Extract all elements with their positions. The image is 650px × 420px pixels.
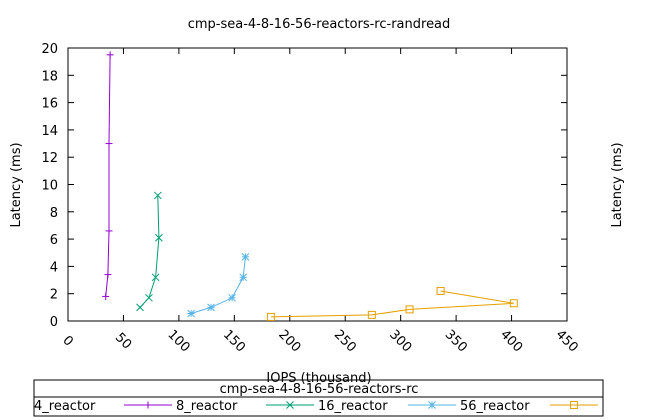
- legend-label: 16_reactor: [318, 399, 388, 414]
- legend-item-16_reactor: 16_reactor: [318, 399, 456, 414]
- data-point: [367, 310, 376, 319]
- data-point: [436, 286, 445, 295]
- y-tick-label: 18: [41, 69, 58, 84]
- data-point: [106, 51, 114, 59]
- series-16_reactor: [187, 252, 250, 318]
- data-point: [145, 293, 153, 302]
- data-point: [428, 401, 436, 409]
- y-axis-label: Latency (ms): [9, 142, 24, 227]
- series-4_reactor: [102, 51, 114, 300]
- y-tick-label: 8: [50, 206, 58, 221]
- y-tick-label: 2: [50, 288, 58, 303]
- series-line: [270, 290, 514, 318]
- data-point: [239, 273, 248, 282]
- data-point: [207, 303, 215, 312]
- legend-label: 4_reactor: [34, 399, 96, 414]
- legend-item-8_reactor: 8_reactor: [176, 399, 314, 414]
- data-point: [286, 401, 294, 409]
- x-tick-label: 200: [275, 327, 303, 355]
- data-point: [228, 293, 236, 302]
- data-point: [266, 312, 275, 321]
- y-tick-label: 0: [50, 315, 58, 330]
- data-point: [187, 309, 195, 318]
- x-tick-label: 300: [386, 327, 414, 355]
- y-tick-label: 20: [41, 42, 58, 57]
- x-tick-label: 50: [112, 330, 134, 352]
- data-point: [151, 273, 160, 282]
- y-tick-label: 14: [41, 124, 58, 139]
- y-tick-label: 16: [41, 97, 58, 112]
- series-line: [139, 195, 160, 308]
- legend-label: 8_reactor: [176, 399, 238, 414]
- series-line: [190, 256, 246, 314]
- x-tick-label: 0: [59, 333, 75, 349]
- series-line: [105, 54, 111, 297]
- data-point: [570, 401, 578, 409]
- legend: cmp-sea-4-8-16-56-reactors-rc 4_reactor 8…: [33, 379, 604, 417]
- legend-label: 56_reactor: [460, 399, 530, 414]
- y-tick-label: 6: [50, 233, 58, 248]
- legend-item-56_reactor: 56_reactor: [460, 399, 598, 414]
- data-point: [102, 292, 110, 300]
- x-tick-label: 150: [220, 327, 248, 355]
- legend-items: 4_reactor 8_reactor 16_reactor 56_reactor: [34, 399, 598, 414]
- y-tick-label: 10: [41, 179, 58, 194]
- data-point: [153, 191, 162, 200]
- data-point: [405, 305, 414, 314]
- data-point: [144, 401, 152, 409]
- series-8_reactor: [136, 191, 163, 312]
- series-layer: [102, 51, 518, 321]
- plot-frame: [67, 47, 568, 322]
- x-tick-label: 100: [164, 327, 192, 355]
- x-tick-label: 250: [331, 327, 359, 355]
- data-point: [155, 233, 163, 242]
- x-axis-label: IOPS (thousand): [266, 371, 371, 386]
- data-point: [241, 252, 250, 261]
- chart-title: cmp-sea-4-8-16-56-reactors-rc-randread: [188, 17, 451, 32]
- data-point: [104, 271, 112, 279]
- x-tick-label: 450: [553, 327, 581, 355]
- legend-title: cmp-sea-4-8-16-56-reactors-rc: [220, 382, 419, 397]
- x-tick-label: 350: [442, 327, 470, 355]
- x-tick-label: 400: [497, 327, 525, 355]
- series-56_reactor: [266, 286, 518, 321]
- y2-axis-label: Latency (ms): [610, 142, 625, 227]
- data-point: [136, 303, 144, 312]
- legend-box: [33, 379, 604, 417]
- data-point: [105, 140, 113, 148]
- data-point: [105, 227, 113, 235]
- y-tick-label: 4: [50, 260, 58, 275]
- legend-item-4_reactor: 4_reactor: [34, 399, 172, 414]
- y-tick-label: 12: [41, 151, 58, 166]
- data-point: [509, 299, 518, 308]
